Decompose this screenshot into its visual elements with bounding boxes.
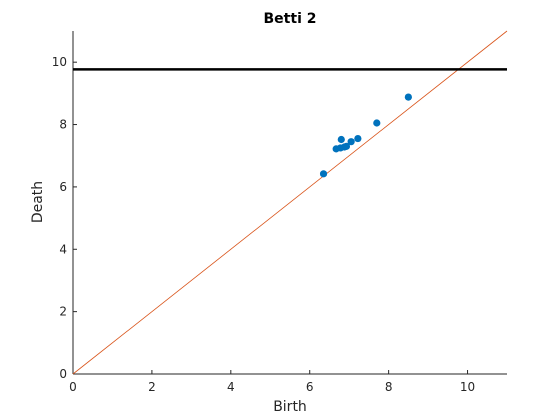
- data-point: [319, 170, 328, 178]
- x-tick-label: 0: [69, 380, 77, 394]
- y-tick-label: 4: [59, 242, 67, 256]
- x-tick-label: 10: [460, 380, 475, 394]
- data-point: [373, 119, 381, 127]
- y-tick-label: 8: [59, 118, 67, 132]
- plot-area: 0 2 4 6 8 10 0 2 4 6 8 10: [52, 30, 508, 394]
- chart-title: Betti 2: [264, 11, 317, 27]
- x-tick-label: 6: [306, 380, 314, 394]
- data-point: [337, 135, 345, 144]
- y-axis-label: Death: [30, 181, 46, 223]
- x-tick-label: 2: [148, 380, 156, 394]
- x-axis-label: Birth: [273, 399, 307, 415]
- y-tick-label: 0: [59, 367, 67, 381]
- diagonal-line: [72, 30, 508, 375]
- data-point: [342, 142, 351, 150]
- y-tick-label: 6: [59, 180, 67, 194]
- data-point: [404, 93, 412, 101]
- x-tick-label: 8: [385, 380, 393, 394]
- data-point: [347, 138, 355, 146]
- x-tick-label: 4: [227, 380, 235, 394]
- y-tick-label: 10: [52, 55, 67, 69]
- y-tick-label: 2: [59, 305, 67, 319]
- data-point: [354, 134, 362, 143]
